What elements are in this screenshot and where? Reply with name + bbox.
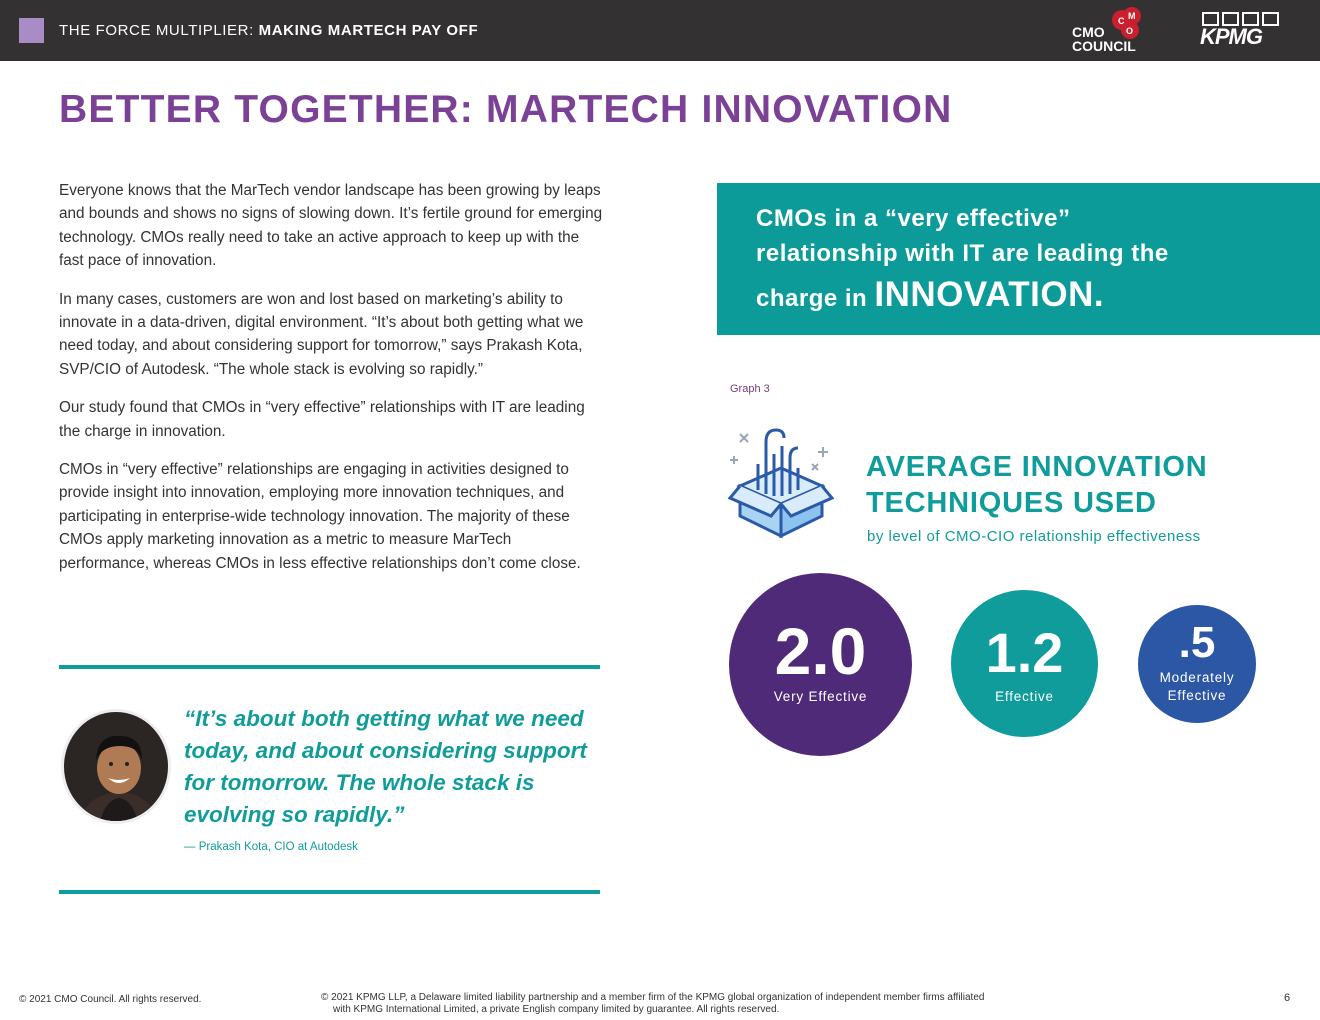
bubble-very-effective: 2.0 Very Effective [729, 573, 912, 756]
bubble-effective: 1.2 Effective [951, 590, 1098, 737]
body-paragraph: In many cases, customers are won and los… [59, 290, 584, 378]
page-number: 6 [1284, 992, 1291, 1004]
body-paragraph: Everyone knows that the MarTech vendor l… [59, 182, 603, 270]
quote-divider-top [59, 665, 600, 669]
person-portrait-icon [64, 712, 168, 821]
bubble-value: 2.0 [774, 614, 867, 688]
body-paragraph: Our study found that CMOs in “very effec… [59, 399, 585, 440]
quote-divider-bottom [59, 890, 600, 894]
page-title: BETTER TOGETHER: MARTECH INNOVATION [59, 88, 953, 131]
callout-line-3: charge in INNOVATION. [756, 275, 1105, 314]
innovation-box-icon [726, 424, 836, 540]
section-color-swatch [19, 18, 44, 43]
header-bar: THE FORCE MULTIPLIER: MAKING MARTECH PAY… [0, 0, 1320, 61]
svg-text:C: C [1118, 16, 1125, 26]
svg-text:O: O [1126, 26, 1133, 36]
bubble-label: Very Effective [773, 689, 868, 704]
body-paragraph: CMOs in “very effective” relationships a… [59, 461, 581, 572]
document-title: THE FORCE MULTIPLIER: MAKING MARTECH PAY… [59, 22, 479, 39]
graph-title: AVERAGE INNOVATION TECHNIQUES USED [866, 451, 1208, 519]
body-text: Everyone knows that the MarTech vendor l… [59, 179, 604, 590]
footer-copyright-cmo: © 2021 CMO Council. All rights reserved. [19, 994, 202, 1005]
cmo-logo-text: CMO [1072, 24, 1105, 40]
bubble-moderately-effective: .5 Moderately Effective [1138, 605, 1256, 723]
svg-text:M: M [1128, 11, 1136, 21]
callout-line-2: relationship with IT are leading the [756, 240, 1169, 267]
callout-line-1: CMOs in a “very effective” [756, 205, 1071, 232]
pull-quote: “It’s about both getting what we need to… [184, 706, 587, 827]
graph-label: Graph 3 [730, 383, 770, 395]
kpmg-logo: KPMG [1198, 12, 1280, 49]
footer-copyright-kpmg: © 2021 KPMG LLP, a Delaware limited liab… [321, 992, 985, 1015]
kpmg-boxes-icon [1202, 12, 1279, 26]
bubble-label: Moderately Effective [1159, 670, 1235, 703]
graph-subtitle: by level of CMO-CIO relationship effecti… [867, 528, 1201, 545]
cmo-council-mark-icon: C M O [1112, 7, 1141, 39]
bubble-value: 1.2 [985, 621, 1064, 684]
council-logo-text: COUNCIL [1072, 38, 1136, 54]
bubble-label: Effective [995, 689, 1054, 704]
avatar [61, 709, 171, 824]
callout-banner: CMOs in a “very effective” relationship … [717, 183, 1320, 335]
quote-attribution: — Prakash Kota, CIO at Autodesk [184, 841, 358, 853]
kpmg-logo-text: KPMG [1200, 24, 1263, 49]
bubble-value: .5 [1178, 618, 1216, 667]
cmo-council-logo: C M O CMO COUNCIL [1068, 6, 1150, 56]
